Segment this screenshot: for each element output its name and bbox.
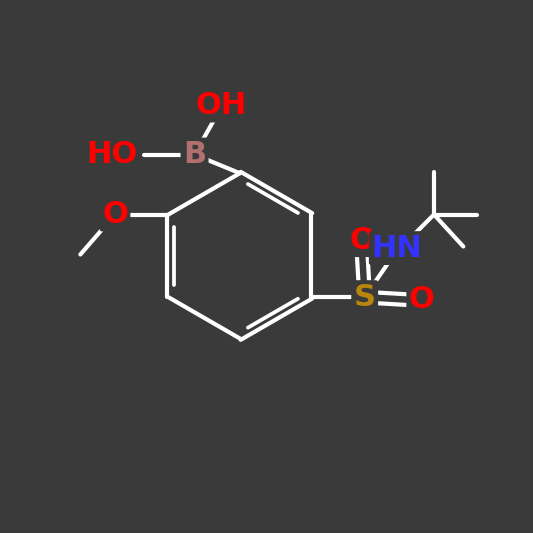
Text: O: O [102, 200, 128, 229]
Text: OH: OH [196, 91, 247, 120]
Text: O: O [349, 225, 375, 255]
Text: O: O [409, 285, 435, 314]
Text: HN: HN [372, 233, 422, 263]
Text: B: B [183, 140, 206, 169]
Text: HO: HO [86, 140, 138, 169]
Text: S: S [354, 282, 376, 312]
